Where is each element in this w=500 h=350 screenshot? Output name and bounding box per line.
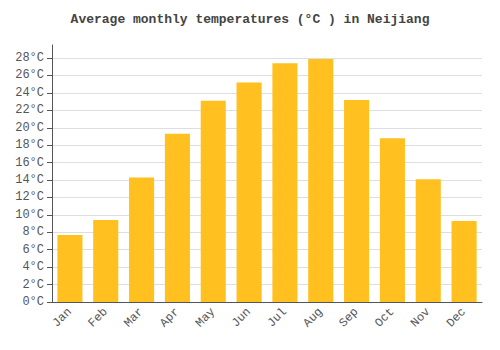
svg-text:16°C: 16°C [15, 156, 44, 170]
svg-text:26°C: 26°C [15, 68, 44, 82]
svg-text:Nov: Nov [408, 305, 433, 330]
svg-text:8°C: 8°C [22, 225, 44, 239]
svg-text:Oct: Oct [372, 305, 397, 330]
svg-text:28°C: 28°C [15, 51, 44, 65]
svg-text:Average monthly temperatures (: Average monthly temperatures (°C ) in Ne… [71, 12, 430, 27]
svg-text:12°C: 12°C [15, 190, 44, 204]
svg-text:6°C: 6°C [22, 243, 44, 257]
svg-text:Jan: Jan [50, 305, 75, 330]
svg-text:20°C: 20°C [15, 121, 44, 135]
svg-text:Dec: Dec [444, 305, 469, 330]
svg-text:18°C: 18°C [15, 138, 44, 152]
svg-text:May: May [193, 305, 218, 330]
svg-text:Jun: Jun [229, 305, 254, 330]
svg-text:Mar: Mar [121, 305, 146, 330]
svg-text:Feb: Feb [86, 305, 111, 330]
svg-text:Aug: Aug [301, 305, 326, 330]
svg-text:24°C: 24°C [15, 86, 44, 100]
svg-text:10°C: 10°C [15, 208, 44, 222]
svg-text:4°C: 4°C [22, 260, 44, 274]
svg-text:Jul: Jul [265, 305, 290, 330]
svg-text:22°C: 22°C [15, 103, 44, 117]
svg-text:Apr: Apr [157, 305, 182, 330]
svg-text:Sep: Sep [336, 305, 361, 330]
svg-text:14°C: 14°C [15, 173, 44, 187]
svg-text:2°C: 2°C [22, 278, 44, 292]
svg-text:0°C: 0°C [22, 295, 44, 309]
